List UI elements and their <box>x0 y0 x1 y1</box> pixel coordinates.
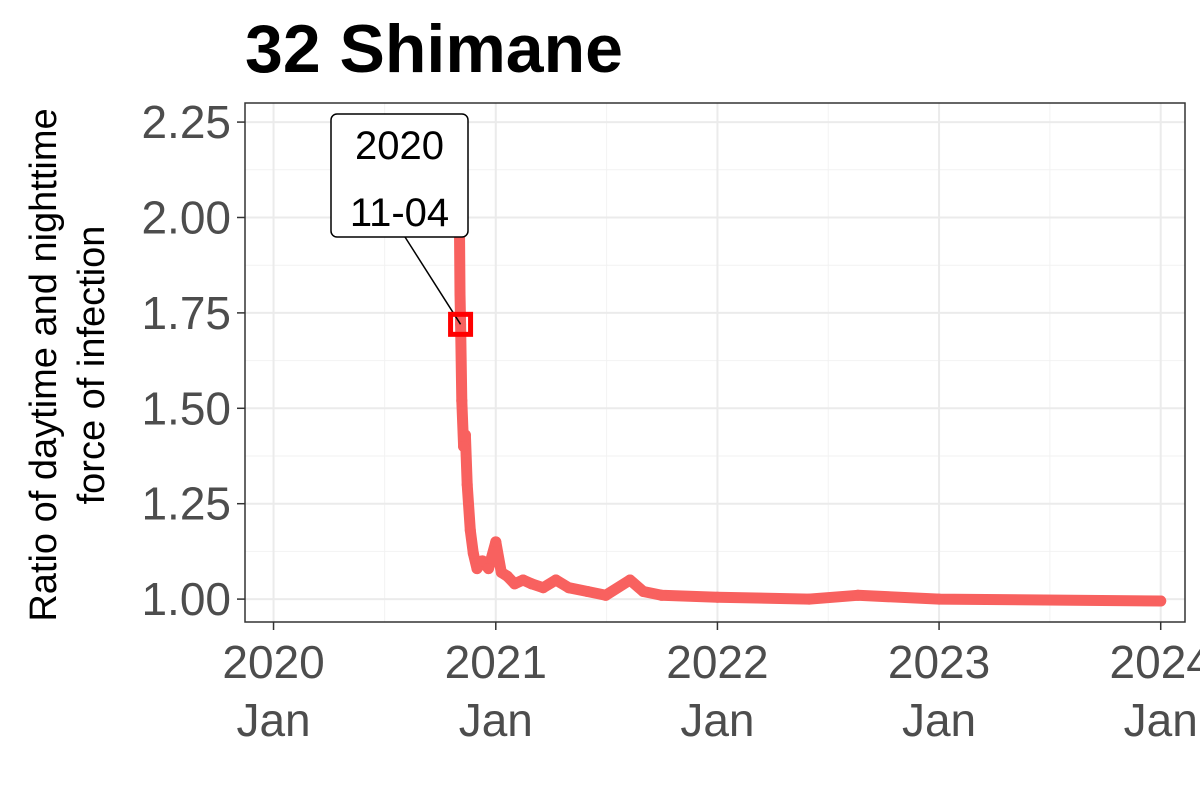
annotation-box <box>330 113 469 238</box>
data-point <box>526 578 538 590</box>
data-point <box>1155 595 1167 607</box>
data-point <box>459 429 471 441</box>
x-tick-label-year: 2021 <box>445 636 547 688</box>
annotation-leader-line <box>404 236 462 325</box>
annotation-line-2: 11-04 <box>350 191 449 235</box>
data-point <box>803 593 815 605</box>
data-point <box>509 578 521 590</box>
data-point <box>501 570 513 582</box>
y-axis-label-line-1: Ratio of daytime and nighttime <box>23 108 65 621</box>
annotation-line-1: 2020 <box>355 124 444 168</box>
y-tick-label: 1.00 <box>141 573 231 625</box>
x-tick-label-month: Jan <box>902 694 976 746</box>
data-point <box>456 395 468 407</box>
data-point <box>600 589 612 601</box>
data-point <box>624 574 636 586</box>
plot-panel-border <box>244 102 1186 623</box>
data-point <box>490 536 502 548</box>
data-point <box>467 547 479 559</box>
y-tick-label: 1.25 <box>141 478 231 530</box>
data-point <box>563 582 575 594</box>
data-point <box>550 574 562 586</box>
x-tick-label-month: Jan <box>236 694 310 746</box>
x-tick-label-month: Jan <box>680 694 754 746</box>
data-point <box>454 288 466 300</box>
y-tick-label: 2.25 <box>141 96 231 148</box>
chart-title: 32 Shimane <box>245 11 623 87</box>
data-point <box>711 591 723 603</box>
series-line <box>453 124 1167 607</box>
data-point <box>471 563 483 575</box>
data-point <box>464 524 476 536</box>
x-tick-label-year: 2024 <box>1110 636 1200 688</box>
axis-ticks: 1.00 1.25 1.50 1.75 2.00 2.25 2020 Jan 2021 Jan 20… <box>141 96 1200 746</box>
y-tick-label: 1.75 <box>141 287 231 339</box>
data-point <box>483 563 494 575</box>
data-point <box>933 593 945 605</box>
data-point <box>517 574 529 586</box>
annotation-layer: 2020 11-04 <box>330 113 474 337</box>
y-tick-label: 2.00 <box>141 191 231 243</box>
x-tick-label-month: Jan <box>1124 694 1198 746</box>
data-point <box>458 441 470 452</box>
x-tick-label-month: Jan <box>459 694 533 746</box>
data-point <box>461 479 473 491</box>
x-tick-label-year: 2023 <box>888 636 990 688</box>
data-point <box>582 586 593 597</box>
x-tick-label-year: 2022 <box>666 636 768 688</box>
data-point <box>537 582 549 594</box>
highlight-marker <box>448 311 474 337</box>
data-point <box>637 586 649 597</box>
data-point <box>656 589 668 601</box>
data-point <box>852 589 864 601</box>
x-tick-label-year: 2020 <box>222 636 324 688</box>
data-point <box>476 555 488 567</box>
y-axis-label-line-2: force of infection <box>71 226 113 505</box>
y-tick-label: 1.50 <box>141 382 231 434</box>
series-layer <box>453 124 1167 607</box>
